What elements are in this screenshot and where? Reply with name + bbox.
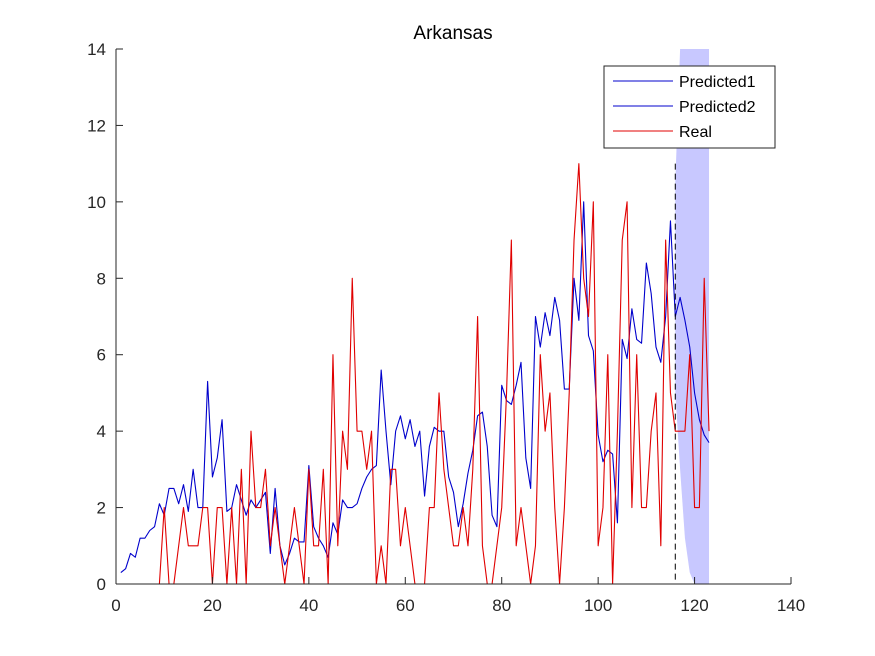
y-tick-label: 4: [97, 422, 106, 441]
legend: Predicted1 Predicted2 Real: [603, 65, 776, 149]
y-tick-label: 0: [97, 575, 106, 594]
chart-title: Arkansas: [413, 23, 492, 44]
x-tick-label: 100: [584, 596, 612, 615]
y-tick-label: 14: [87, 40, 106, 59]
series-line-predicted1: [120, 201, 676, 573]
legend-box: [603, 65, 776, 149]
series-line-predicted2: [674, 296, 710, 443]
x-tick-label: 120: [680, 596, 708, 615]
x-tick-label: 140: [777, 596, 805, 615]
y-tick-label: 8: [97, 269, 106, 288]
legend-label: Predicted1: [679, 74, 756, 91]
y-tick-label: 10: [87, 193, 106, 212]
x-tick-label: 0: [111, 596, 120, 615]
x-tick-label: 60: [396, 596, 415, 615]
x-tick-label: 40: [299, 596, 318, 615]
y-tick-label: 6: [97, 346, 106, 365]
legend-label: Real: [679, 124, 712, 141]
y-tick-label: 12: [87, 116, 106, 135]
x-tick-label: 80: [492, 596, 511, 615]
y-tick-label: 2: [97, 499, 106, 518]
x-tick-label: 20: [203, 596, 222, 615]
legend-label: Predicted2: [679, 99, 756, 116]
